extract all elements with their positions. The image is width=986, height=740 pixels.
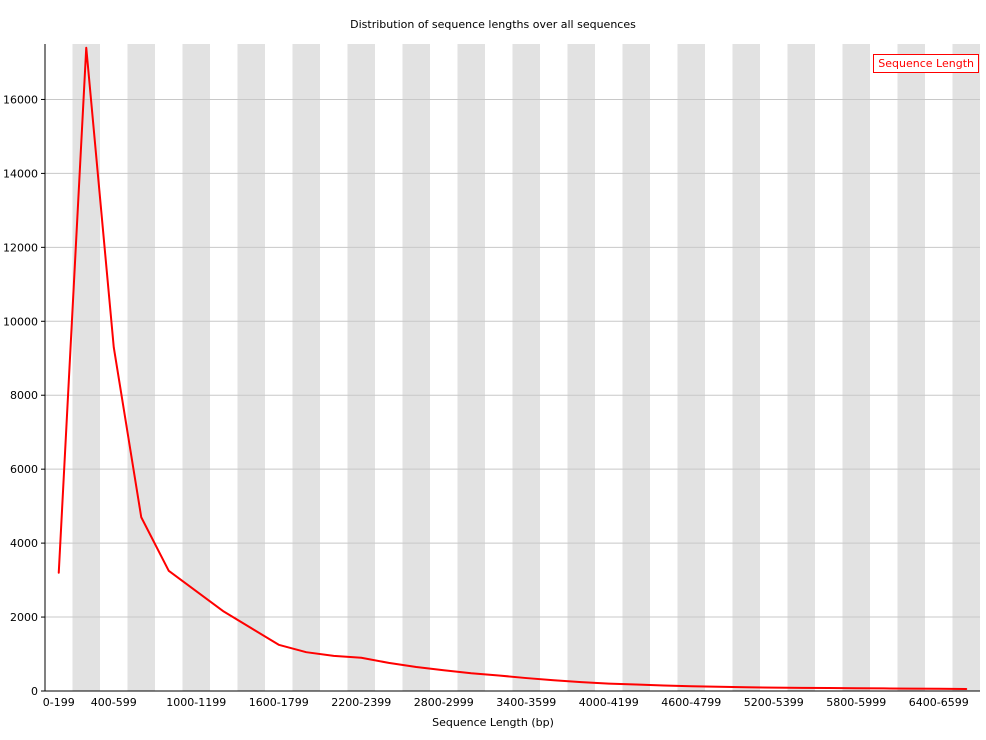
y-tick-label: 6000 [10, 463, 38, 476]
plot-band [347, 44, 375, 691]
x-tick-label: 4600-4799 [661, 696, 721, 709]
plot-band [952, 44, 980, 691]
plot-band [72, 44, 100, 691]
plot-band [402, 44, 430, 691]
plot-band [787, 44, 815, 691]
x-tick-label: 5200-5399 [744, 696, 804, 709]
y-tick-label: 2000 [10, 611, 38, 624]
plot-band [457, 44, 485, 691]
plot-band [182, 44, 210, 691]
legend: Sequence Length [873, 54, 979, 73]
x-tick-label: 400-599 [91, 696, 137, 709]
y-tick-label: 10000 [3, 315, 38, 328]
chart-title: Distribution of sequence lengths over al… [350, 18, 636, 31]
y-tick-label: 8000 [10, 389, 38, 402]
plot-band [677, 44, 705, 691]
plot-band [842, 44, 870, 691]
x-tick-label: 2200-2399 [331, 696, 391, 709]
plot-band [732, 44, 760, 691]
x-tick-label: 2800-2999 [414, 696, 474, 709]
y-tick-label: 16000 [3, 93, 38, 106]
sequence-length-line [57, 46, 968, 690]
y-tick-label: 0 [31, 685, 38, 698]
y-tick-label: 14000 [3, 167, 38, 180]
x-tick-label: 4000-4199 [579, 696, 639, 709]
plot-band [127, 44, 155, 691]
plot-band [512, 44, 540, 691]
plot-band [237, 44, 265, 691]
y-tick-label: 12000 [3, 241, 38, 254]
legend-label: Sequence Length [878, 57, 974, 70]
plot-band [292, 44, 320, 691]
x-tick-label: 0-199 [43, 696, 75, 709]
x-tick-label: 5800-5999 [826, 696, 886, 709]
x-tick-label: 1000-1199 [166, 696, 226, 709]
plot-band [567, 44, 595, 691]
plot-band [897, 44, 925, 691]
y-tick-label: 4000 [10, 537, 38, 550]
x-axis-title: Sequence Length (bp) [432, 716, 554, 729]
x-tick-label: 3400-3599 [496, 696, 556, 709]
x-tick-label: 1600-1799 [249, 696, 309, 709]
x-tick-label: 6400-6599 [909, 696, 969, 709]
plot-band [622, 44, 650, 691]
